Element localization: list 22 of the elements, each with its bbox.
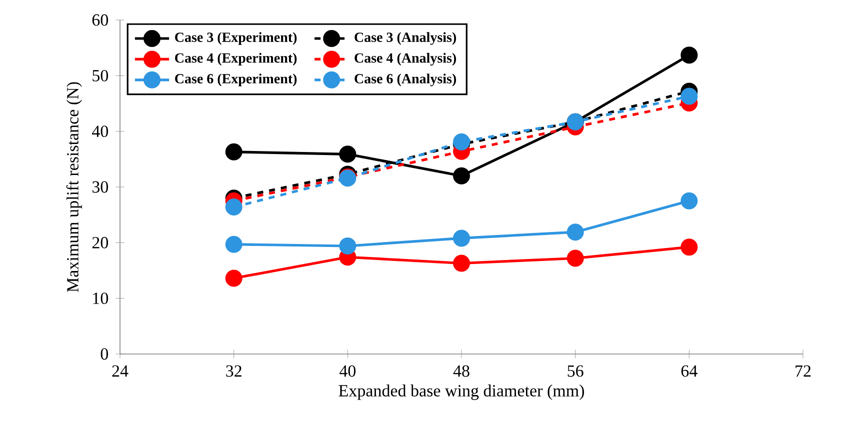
y-tick-label: 20: [92, 236, 108, 248]
x-tick-label: 72: [796, 365, 811, 377]
x-tick-label: 48: [453, 365, 470, 377]
x-tick-label: 32: [226, 365, 242, 377]
x-tick-label: 24: [112, 365, 128, 377]
y-tick-label: 30: [92, 181, 108, 193]
y-tick-label: 0: [100, 348, 108, 360]
y-tick-label: 50: [92, 70, 108, 82]
legend-label: Case 6 (Experiment): [175, 74, 297, 86]
y-tick-label: 40: [92, 126, 108, 138]
legend-label: Case 6 (Analysis): [354, 74, 456, 86]
x-axis-title: Expanded base wing diameter (mm): [338, 384, 584, 400]
legend-label: Case 4 (Experiment): [175, 52, 297, 66]
legend-label: Case 3 (Experiment): [175, 32, 297, 45]
y-tick-label: 10: [93, 292, 108, 304]
x-tick-label: 56: [568, 365, 584, 377]
x-tick-label: 64: [681, 365, 698, 377]
y-tick-label: 60: [92, 14, 108, 26]
x-tick-label: 40: [340, 365, 356, 377]
legend-label: Case 3 (Analysis): [354, 32, 456, 45]
legend-label: Case 4 (Analysis): [354, 52, 456, 66]
y-axis-title: Maximum uplift resistance (N): [66, 82, 82, 292]
